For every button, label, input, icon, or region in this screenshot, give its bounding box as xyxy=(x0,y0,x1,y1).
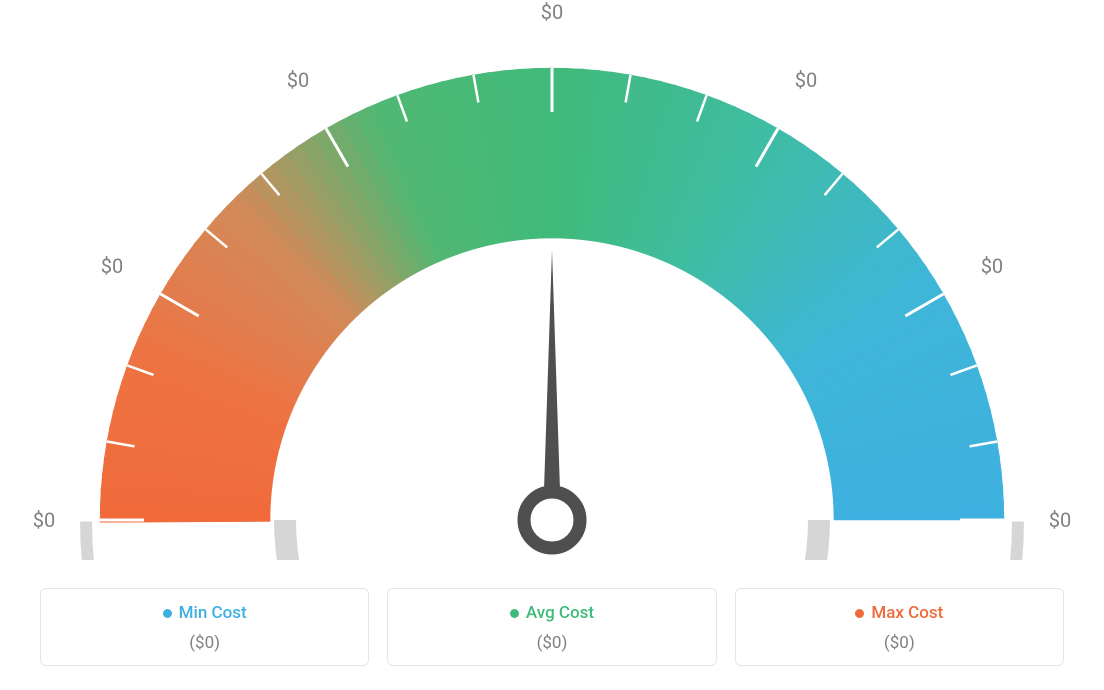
legend-label-avg: Avg Cost xyxy=(526,603,594,623)
legend-title-min: Min Cost xyxy=(51,603,358,623)
legend-dot-avg xyxy=(510,609,519,618)
gauge-svg xyxy=(0,0,1104,560)
legend-title-max: Max Cost xyxy=(746,603,1053,623)
gauge-tick-label: $0 xyxy=(287,68,309,92)
legend-card-min: Min Cost ($0) xyxy=(40,588,369,666)
gauge-tick-label: $0 xyxy=(1049,508,1071,532)
gauge-tick-label: $0 xyxy=(33,508,55,532)
legend-row: Min Cost ($0) Avg Cost ($0) Max Cost ($0… xyxy=(0,588,1104,690)
gauge-tick-label: $0 xyxy=(101,254,123,278)
legend-value-max: ($0) xyxy=(746,633,1053,653)
legend-card-max: Max Cost ($0) xyxy=(735,588,1064,666)
legend-value-min: ($0) xyxy=(51,633,358,653)
legend-card-avg: Avg Cost ($0) xyxy=(387,588,716,666)
gauge-chart: $0 $0 $0 $0 $0 $0 $0 xyxy=(0,0,1104,560)
legend-dot-min xyxy=(163,609,172,618)
gauge-tick-label: $0 xyxy=(981,254,1003,278)
legend-value-avg: ($0) xyxy=(398,633,705,653)
legend-title-avg: Avg Cost xyxy=(398,603,705,623)
legend-label-min: Min Cost xyxy=(179,603,247,623)
gauge-tick-label: $0 xyxy=(541,0,563,24)
gauge-tick-label: $0 xyxy=(795,68,817,92)
legend-dot-max xyxy=(855,609,864,618)
legend-label-max: Max Cost xyxy=(871,603,943,623)
